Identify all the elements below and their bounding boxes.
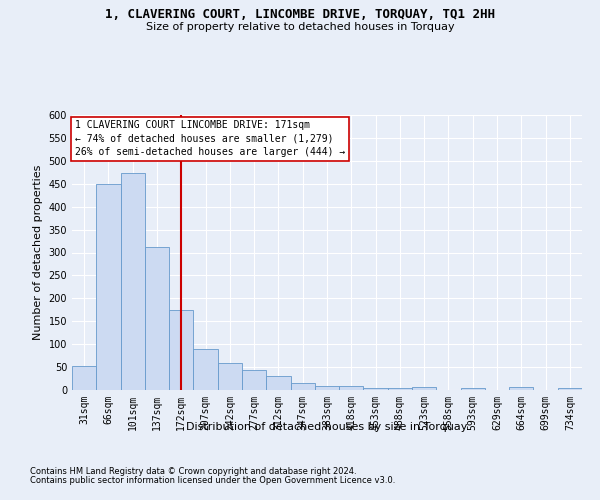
Text: Distribution of detached houses by size in Torquay: Distribution of detached houses by size … [187, 422, 467, 432]
Text: 1 CLAVERING COURT LINCOMBE DRIVE: 171sqm
← 74% of detached houses are smaller (1: 1 CLAVERING COURT LINCOMBE DRIVE: 171sqm… [74, 120, 345, 157]
Text: Contains public sector information licensed under the Open Government Licence v3: Contains public sector information licen… [30, 476, 395, 485]
Bar [266, 376, 290, 390]
Bar [315, 386, 339, 390]
Text: Contains HM Land Registry data © Crown copyright and database right 2024.: Contains HM Land Registry data © Crown c… [30, 467, 356, 476]
Bar [242, 370, 266, 390]
Bar [339, 386, 364, 390]
Text: 1, CLAVERING COURT, LINCOMBE DRIVE, TORQUAY, TQ1 2HH: 1, CLAVERING COURT, LINCOMBE DRIVE, TORQ… [105, 8, 495, 20]
Bar [558, 388, 582, 390]
Bar [72, 366, 96, 390]
Bar [96, 184, 121, 390]
Bar [290, 383, 315, 390]
Bar [364, 388, 388, 390]
Bar [509, 387, 533, 390]
Bar [121, 173, 145, 390]
Text: Size of property relative to detached houses in Torquay: Size of property relative to detached ho… [146, 22, 454, 32]
Bar [461, 388, 485, 390]
Bar [218, 364, 242, 390]
Bar [169, 310, 193, 390]
Bar [412, 387, 436, 390]
Bar [145, 247, 169, 390]
Bar [388, 388, 412, 390]
Bar [193, 349, 218, 390]
Y-axis label: Number of detached properties: Number of detached properties [33, 165, 43, 340]
